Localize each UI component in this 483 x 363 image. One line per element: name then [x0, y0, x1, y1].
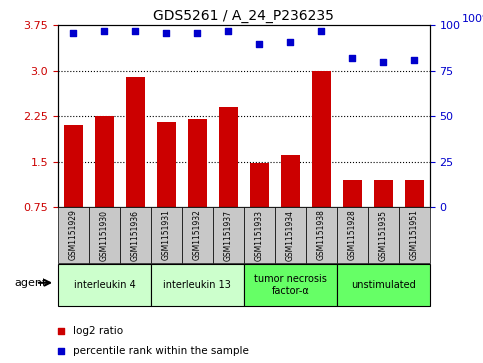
Bar: [213, 207, 244, 263]
Bar: [337, 264, 430, 306]
Text: GSM1151936: GSM1151936: [131, 209, 140, 261]
Point: [163, 30, 170, 36]
Bar: [126, 77, 145, 207]
Point: [194, 30, 201, 36]
Bar: [89, 207, 120, 263]
Text: GSM1151933: GSM1151933: [255, 209, 264, 261]
Text: tumor necrosis
factor-α: tumor necrosis factor-α: [254, 274, 327, 296]
Point: [411, 57, 418, 63]
Bar: [120, 207, 151, 263]
Text: GSM1151931: GSM1151931: [162, 209, 171, 261]
Text: log2 ratio: log2 ratio: [73, 326, 123, 336]
Bar: [312, 71, 331, 207]
Bar: [405, 180, 424, 207]
Bar: [244, 207, 275, 263]
Text: GSM1151938: GSM1151938: [317, 209, 326, 261]
Point: [100, 28, 108, 34]
Bar: [374, 180, 393, 207]
Text: interleukin 4: interleukin 4: [73, 280, 135, 290]
Text: GSM1151928: GSM1151928: [348, 210, 357, 260]
Point: [70, 30, 77, 36]
Bar: [58, 264, 151, 306]
Text: GSM1151929: GSM1151929: [69, 209, 78, 261]
Point: [362, 75, 369, 81]
Title: GDS5261 / A_24_P236235: GDS5261 / A_24_P236235: [154, 9, 334, 23]
Point: [317, 28, 325, 34]
Text: percentile rank within the sample: percentile rank within the sample: [73, 346, 249, 356]
Bar: [219, 107, 238, 207]
Bar: [399, 207, 430, 263]
Point: [349, 55, 356, 61]
Bar: [281, 155, 300, 207]
Point: [256, 41, 263, 46]
Text: agent: agent: [14, 278, 47, 288]
Bar: [306, 207, 337, 263]
Point: [225, 28, 232, 34]
Text: GSM1151937: GSM1151937: [224, 209, 233, 261]
Bar: [244, 264, 337, 306]
Text: GSM1151951: GSM1151951: [410, 209, 419, 261]
Bar: [337, 207, 368, 263]
Bar: [151, 207, 182, 263]
Point: [380, 59, 387, 65]
Text: GSM1151934: GSM1151934: [286, 209, 295, 261]
Text: interleukin 13: interleukin 13: [163, 280, 231, 290]
Bar: [182, 207, 213, 263]
Bar: [343, 180, 362, 207]
Bar: [64, 125, 83, 207]
Bar: [188, 119, 207, 207]
Point: [131, 28, 139, 34]
Bar: [250, 163, 269, 207]
Text: unstimulated: unstimulated: [351, 280, 416, 290]
Text: 100%: 100%: [461, 13, 483, 24]
Bar: [368, 207, 399, 263]
Bar: [95, 116, 114, 207]
Bar: [151, 264, 244, 306]
Text: GSM1151932: GSM1151932: [193, 209, 202, 261]
Point: [362, 257, 369, 262]
Bar: [157, 122, 176, 207]
Text: GSM1151935: GSM1151935: [379, 209, 388, 261]
Text: GSM1151930: GSM1151930: [100, 209, 109, 261]
Bar: [275, 207, 306, 263]
Point: [286, 39, 294, 45]
Bar: [58, 207, 89, 263]
